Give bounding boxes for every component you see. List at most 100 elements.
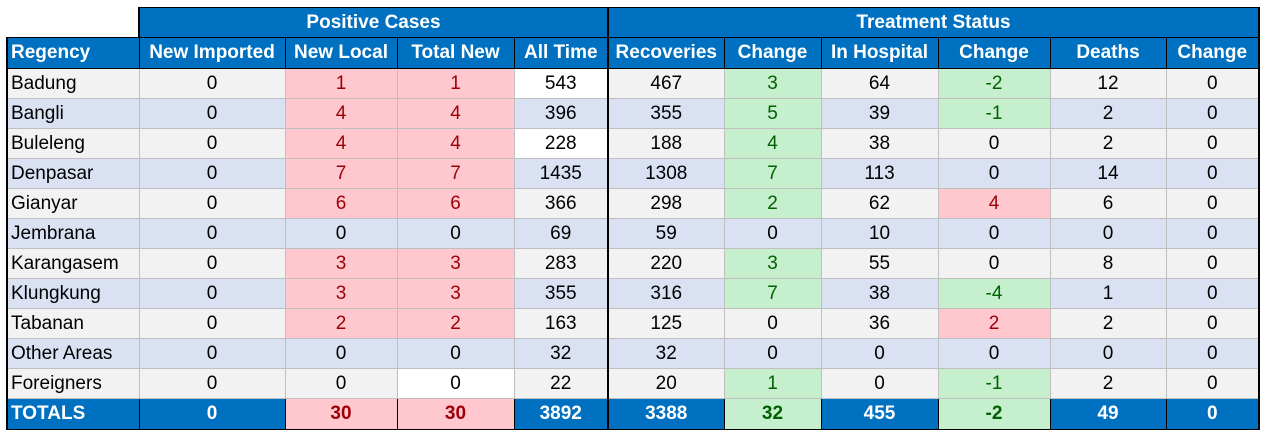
table-row: Foreigners 0 0 0 22 20 1 0 -1 2 0 bbox=[6, 368, 1260, 399]
column-header: Change bbox=[1165, 37, 1260, 69]
table-cell: -1 bbox=[937, 368, 1051, 399]
table-cell: 64 bbox=[820, 68, 939, 99]
regency-name: Karangasem bbox=[6, 248, 140, 279]
table-cell: 8 bbox=[1049, 248, 1167, 279]
table-cell: 316 bbox=[607, 278, 725, 309]
table-cell: 0 bbox=[1165, 248, 1260, 279]
totals-cell: 30 bbox=[396, 398, 515, 430]
table-cell: 3 bbox=[284, 278, 398, 309]
table-cell: 1308 bbox=[607, 158, 725, 189]
table-cell: 1 bbox=[396, 68, 515, 99]
table-cell: 4 bbox=[723, 128, 822, 159]
table-cell: 0 bbox=[1165, 218, 1260, 249]
table-cell: 2 bbox=[1049, 98, 1167, 129]
table-cell: 0 bbox=[138, 158, 286, 189]
table-cell: 396 bbox=[513, 98, 609, 129]
table-cell: 543 bbox=[513, 68, 609, 99]
table-cell: 220 bbox=[607, 248, 725, 279]
table-cell: 0 bbox=[396, 338, 515, 369]
column-header: All Time bbox=[513, 37, 609, 69]
totals-cell: -2 bbox=[937, 398, 1051, 430]
table-cell: 113 bbox=[820, 158, 939, 189]
totals-cell: 49 bbox=[1049, 398, 1167, 430]
table-cell: 1435 bbox=[513, 158, 609, 189]
table-cell: 5 bbox=[723, 98, 822, 129]
table-cell: 0 bbox=[284, 338, 398, 369]
table-cell: 0 bbox=[820, 338, 939, 369]
table-cell: 4 bbox=[937, 188, 1051, 219]
table-cell: 0 bbox=[1165, 98, 1260, 129]
column-header-row: Regency New Imported New Local Total New All… bbox=[6, 37, 1260, 69]
table-cell: 32 bbox=[513, 338, 609, 369]
table-cell: 22 bbox=[513, 368, 609, 399]
table-cell: 0 bbox=[396, 218, 515, 249]
table-row: Other Areas 0 0 0 32 32 0 0 0 0 0 bbox=[6, 338, 1260, 369]
table-cell: -1 bbox=[937, 98, 1051, 129]
table-cell: 2 bbox=[1049, 308, 1167, 339]
table-cell: 39 bbox=[820, 98, 939, 129]
regency-name: Other Areas bbox=[6, 338, 140, 369]
table-cell: -4 bbox=[937, 278, 1051, 309]
table-cell: 355 bbox=[607, 98, 725, 129]
table-cell: 0 bbox=[138, 128, 286, 159]
table-cell: 0 bbox=[138, 188, 286, 219]
column-header: Total New bbox=[396, 37, 515, 69]
table-cell: 4 bbox=[284, 128, 398, 159]
table-row: Gianyar 0 6 6 366 298 2 62 4 6 0 bbox=[6, 188, 1260, 219]
table-cell: 1 bbox=[1049, 278, 1167, 309]
totals-label: TOTALS bbox=[6, 398, 140, 430]
table-cell: 1 bbox=[284, 68, 398, 99]
table-cell: 0 bbox=[820, 368, 939, 399]
table-cell: 355 bbox=[513, 278, 609, 309]
table-cell: 59 bbox=[607, 218, 725, 249]
regency-name: Badung bbox=[6, 68, 140, 99]
regency-name: Jembrana bbox=[6, 218, 140, 249]
table-cell: 38 bbox=[820, 128, 939, 159]
totals-cell: 3388 bbox=[607, 398, 725, 430]
group-positive-cases: Positive Cases bbox=[138, 7, 609, 38]
table-cell: 2 bbox=[396, 308, 515, 339]
table-cell: 0 bbox=[937, 248, 1051, 279]
table-cell: 366 bbox=[513, 188, 609, 219]
regency-name: Klungkung bbox=[6, 278, 140, 309]
column-header: Deaths bbox=[1049, 37, 1167, 69]
table-cell: 188 bbox=[607, 128, 725, 159]
table-cell: 0 bbox=[138, 218, 286, 249]
table-row: Karangasem 0 3 3 283 220 3 55 0 8 0 bbox=[6, 248, 1260, 279]
column-header: In Hospital bbox=[820, 37, 939, 69]
table-body: Badung 0 1 1 543 467 3 64 -2 12 0 Bangli 0 4 4 396 355 5 3… bbox=[6, 68, 1260, 430]
column-header: Change bbox=[937, 37, 1051, 69]
table-cell: 6 bbox=[284, 188, 398, 219]
table-cell: 0 bbox=[1049, 218, 1167, 249]
table-cell: 32 bbox=[607, 338, 725, 369]
table-cell: 0 bbox=[138, 308, 286, 339]
table-cell: 467 bbox=[607, 68, 725, 99]
table-cell: 38 bbox=[820, 278, 939, 309]
table-cell: 6 bbox=[1049, 188, 1167, 219]
totals-cell: 30 bbox=[284, 398, 398, 430]
group-treatment-status: Treatment Status bbox=[607, 7, 1260, 38]
table-cell: 0 bbox=[138, 368, 286, 399]
blank-cell bbox=[7, 7, 139, 38]
totals-cell: 0 bbox=[138, 398, 286, 430]
table-cell: 3 bbox=[723, 68, 822, 99]
regency-name: Tabanan bbox=[6, 308, 140, 339]
table-cell: -2 bbox=[937, 68, 1051, 99]
table-cell: 7 bbox=[396, 158, 515, 189]
table-cell: 0 bbox=[138, 68, 286, 99]
table-cell: 0 bbox=[1165, 278, 1260, 309]
table-cell: 0 bbox=[937, 128, 1051, 159]
table-row: Bangli 0 4 4 396 355 5 39 -1 2 0 bbox=[6, 98, 1260, 129]
table-cell: 0 bbox=[1165, 338, 1260, 369]
table-cell: 36 bbox=[820, 308, 939, 339]
table-row: Buleleng 0 4 4 228 188 4 38 0 2 0 bbox=[6, 128, 1260, 159]
table-row: Jembrana 0 0 0 69 59 0 10 0 0 0 bbox=[6, 218, 1260, 249]
regency-name: Buleleng bbox=[6, 128, 140, 159]
totals-cell: 3892 bbox=[513, 398, 609, 430]
regency-name: Gianyar bbox=[6, 188, 140, 219]
table-cell: 0 bbox=[1165, 158, 1260, 189]
table-cell: 0 bbox=[1049, 338, 1167, 369]
table-cell: 0 bbox=[396, 368, 515, 399]
table-cell: 2 bbox=[1049, 368, 1167, 399]
